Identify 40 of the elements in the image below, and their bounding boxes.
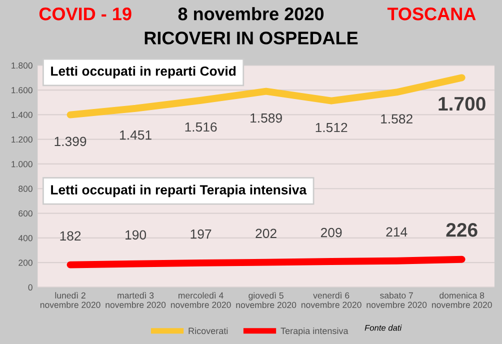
x-tick-label: domenica 8 novembre 2020 xyxy=(432,292,492,308)
source-note: Fonte dati xyxy=(364,324,402,331)
data-label: 209 xyxy=(320,228,342,238)
data-label: 197 xyxy=(190,229,212,239)
text: TOSCANA xyxy=(387,8,476,20)
data-label: 1.700 xyxy=(438,96,486,111)
y-tick-label: 1.600 xyxy=(12,87,32,94)
data-label: 1.512 xyxy=(316,122,348,132)
y-tick-label: 1.800 xyxy=(12,62,32,69)
annotation: Letti occupati in reparti Terapia intensiva xyxy=(51,184,307,198)
chart-subtitle: RICOVERI IN OSPEDALE xyxy=(144,32,358,44)
legend-label: Terapia intensiva xyxy=(280,327,348,336)
data-label: 1.516 xyxy=(185,122,217,132)
data-label: 190 xyxy=(126,230,146,240)
y-tick-label: 1.000 xyxy=(12,161,32,168)
x-tick-label: venerdì 6 novembre 2020 xyxy=(302,292,362,308)
x-tick-label: giovedì 5 novembre 2020 xyxy=(236,292,296,308)
data-label: 1.589 xyxy=(250,113,282,123)
y-tick-label: 200 xyxy=(18,260,32,266)
y-tick-label: 0 xyxy=(28,284,32,290)
y-tick-label: 1.400 xyxy=(12,112,32,118)
text: COVID - 19 xyxy=(39,8,132,20)
legend-label: Ricoverati xyxy=(188,327,228,334)
x-tick-label: lunedì 2 novembre 2020 xyxy=(40,292,100,308)
data-label: 1.582 xyxy=(381,114,412,124)
data-label: 202 xyxy=(256,228,276,238)
x-tick-label: martedì 3 novembre 2020 xyxy=(106,292,166,308)
y-tick-label: 1.200 xyxy=(12,136,32,143)
data-label: 182 xyxy=(60,231,81,241)
data-label: 214 xyxy=(386,227,408,236)
annotation: Letti occupati in reparti Covid xyxy=(51,66,236,78)
data-label: 226 xyxy=(446,223,478,237)
data-label: 1.399 xyxy=(54,136,86,146)
chart-title: 8 novembre 2020 xyxy=(178,7,324,20)
y-tick-label: 800 xyxy=(18,186,32,192)
data-label: 1.451 xyxy=(120,130,152,140)
x-tick-label: mercoledì 4 novembre 2020 xyxy=(170,292,231,308)
y-tick-label: 400 xyxy=(18,234,32,242)
x-tick-label: sabato 7 novembre 2020 xyxy=(366,292,427,308)
y-tick-label: 600 xyxy=(18,210,32,217)
